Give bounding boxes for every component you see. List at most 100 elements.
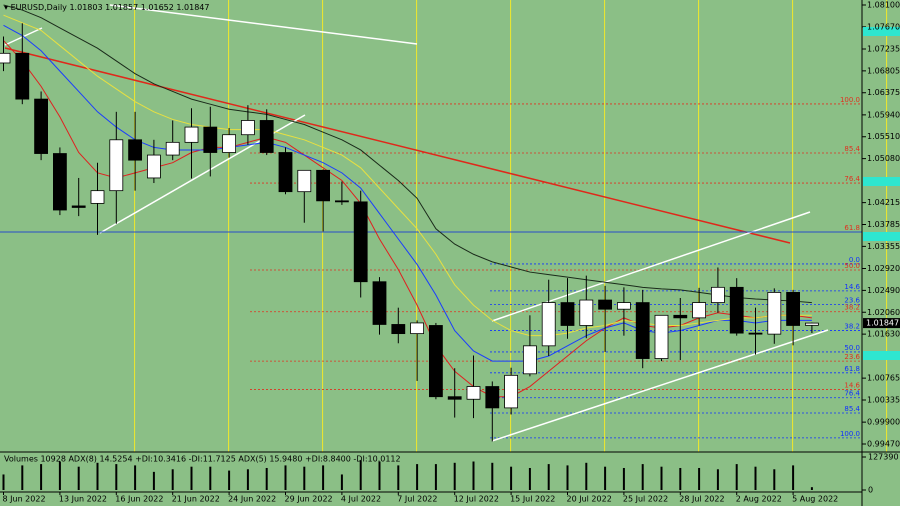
candle-body <box>673 314 688 319</box>
x-tick-label: 8 Jun 2022 <box>3 495 46 504</box>
candle-body <box>711 286 725 303</box>
candle-body <box>767 292 782 335</box>
y-tick-label: 1.02920 <box>867 264 900 273</box>
candle-body <box>579 299 594 326</box>
candle-body <box>240 120 255 136</box>
candle-body <box>560 302 575 326</box>
y-tick-label: 0.99900 <box>867 418 900 427</box>
y-tick-label: 1.04215 <box>867 198 900 207</box>
candle-body <box>466 386 481 400</box>
last-close: 1.01847 <box>176 3 209 12</box>
fib-label: 14.6 <box>844 382 860 390</box>
fib-label: 14.6 <box>844 283 860 291</box>
fib-label: 61.8 <box>844 224 860 232</box>
candle-body <box>203 126 218 153</box>
candle-body <box>504 374 519 409</box>
x-tick-label: 12 Jul 2022 <box>454 495 499 504</box>
candle-body <box>334 200 349 203</box>
moving-average <box>3 4 812 304</box>
candle-body <box>222 134 237 153</box>
last-low: 1.01652 <box>141 3 174 12</box>
x-tick-label: 28 Jul 2022 <box>679 495 724 504</box>
candle-body <box>353 201 368 283</box>
y-tick-label: 1.07235 <box>867 44 900 53</box>
x-tick-label: 25 Jul 2022 <box>623 495 668 504</box>
y-tick-label: 1.08100 <box>867 0 900 9</box>
x-tick-label: 15 Jul 2022 <box>510 495 555 504</box>
marks-layer <box>0 4 819 490</box>
channel-line <box>491 329 829 442</box>
candle-body <box>146 154 161 179</box>
y-tick-label: 1.05080 <box>867 154 900 163</box>
y-tick-label: 1.05510 <box>867 132 900 141</box>
chart-header: ▾ EURUSD,Daily 1.01803 1.01857 1.01652 1… <box>4 3 209 12</box>
fib-label: 50.0 <box>844 344 860 352</box>
y-tick-label: 1.06375 <box>867 88 900 97</box>
candle-body <box>165 141 180 156</box>
x-tick-label: 4 Jul 2022 <box>341 495 381 504</box>
fib-label: 23.6 <box>844 297 860 305</box>
y-tick-label: 0.99470 <box>867 440 900 449</box>
last-price-box <box>863 318 900 329</box>
volume-tick-label: 127390 <box>868 453 899 462</box>
price-marker <box>863 232 900 241</box>
candle-body <box>0 52 11 64</box>
candle-body <box>128 139 143 161</box>
candle-body <box>428 325 443 398</box>
trend-line <box>109 4 418 45</box>
candle-body <box>485 386 500 409</box>
price-marker <box>863 351 900 360</box>
indicator-label: Volumes 10928 ADX(8) 14.5254 +DI:10.3416… <box>4 455 401 464</box>
fib-label: 76.4 <box>844 175 860 183</box>
moving-average <box>3 14 812 337</box>
price-marker <box>863 177 900 186</box>
fib-label: 61.8 <box>844 365 860 373</box>
last-price-label: 1.01847 <box>866 319 899 328</box>
y-tick-label: 1.00765 <box>867 374 900 383</box>
candle-body <box>598 299 612 310</box>
candle-body <box>259 120 274 153</box>
candle-body <box>729 286 744 334</box>
fib-label: 100.0 <box>840 96 860 104</box>
y-tick-label: 1.02060 <box>867 308 900 317</box>
y-tick-label: 1.07670 <box>867 22 900 31</box>
candle-body <box>748 332 763 335</box>
candle-body <box>15 52 30 100</box>
candle-body <box>410 322 425 335</box>
fib-label: 0.0 <box>849 256 860 264</box>
x-tick-label: 5 Aug 2022 <box>792 495 838 504</box>
candle-body <box>654 314 669 359</box>
x-tick-label: 20 Jul 2022 <box>567 495 612 504</box>
x-tick-label: 2 Aug 2022 <box>736 495 782 504</box>
candle-body <box>447 396 462 400</box>
candle-body <box>541 302 556 347</box>
candle-body <box>391 324 406 335</box>
candle-body <box>805 322 819 326</box>
candle-body <box>617 302 631 310</box>
candle-body <box>53 153 67 211</box>
fib-label: 85.4 <box>844 145 860 153</box>
candle-body <box>372 281 387 325</box>
x-tick-label: 24 Jun 2022 <box>228 495 276 504</box>
x-tick-label: 21 Jun 2022 <box>172 495 220 504</box>
candle-body <box>523 345 537 375</box>
x-tick-label: 7 Jul 2022 <box>397 495 437 504</box>
candle-body <box>297 169 312 193</box>
fib-label: 38.2 <box>844 304 860 312</box>
fib-label: 50.0 <box>844 262 860 270</box>
header-arrow: ▾ <box>4 3 11 12</box>
last-open: 1.01803 <box>69 3 102 12</box>
candle-body <box>109 139 124 192</box>
y-tick-label: 1.06805 <box>867 66 900 75</box>
y-tick-label: 1.00335 <box>867 396 900 405</box>
fib-label: 38.2 <box>844 323 860 331</box>
fib-label: 23.6 <box>844 353 860 361</box>
y-tick-label: 1.01630 <box>867 330 900 339</box>
y-tick-label: 1.03355 <box>867 242 900 251</box>
candle-body <box>278 152 293 193</box>
x-tick-label: 16 Jun 2022 <box>115 495 163 504</box>
price-marker <box>863 27 900 36</box>
y-tick-label: 1.03785 <box>867 220 900 229</box>
trend-line <box>4 47 791 244</box>
